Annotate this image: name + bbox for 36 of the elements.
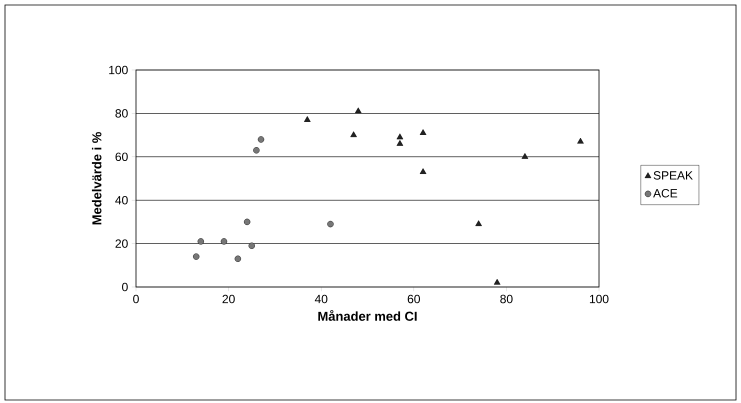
point <box>234 256 242 262</box>
x-tick-label: 0 <box>133 294 139 304</box>
point <box>244 218 250 226</box>
point <box>258 136 264 143</box>
point <box>198 238 204 245</box>
point <box>354 107 362 114</box>
point <box>253 147 260 154</box>
point <box>396 140 404 146</box>
y-tick-label: 100 <box>109 66 128 74</box>
legend-label: ACE <box>653 189 678 198</box>
point <box>475 220 482 226</box>
y-tick-label: 40 <box>115 196 128 204</box>
point <box>350 131 357 138</box>
point <box>192 253 200 260</box>
point <box>304 116 311 122</box>
legend-label: SPEAK <box>654 171 693 180</box>
x-tick-label: 60 <box>408 294 420 304</box>
x-tick-label: 80 <box>500 294 513 304</box>
x-tick-label: 100 <box>590 294 609 304</box>
point <box>420 168 426 174</box>
y-tick-label: 60 <box>116 152 128 162</box>
y-tick-label: 0 <box>122 282 128 292</box>
y-tick-label: 20 <box>116 239 128 248</box>
point <box>327 220 334 228</box>
y-axis-title: Medelvärde i % <box>92 132 102 224</box>
point <box>220 238 228 245</box>
x-tick-label: 40 <box>314 294 328 304</box>
x-tick-label: 20 <box>222 294 235 304</box>
y-tick-label: 80 <box>115 109 128 118</box>
point <box>522 153 528 159</box>
point <box>494 278 500 285</box>
x-axis-title: Månader med CI <box>318 310 417 321</box>
point <box>577 138 584 144</box>
point <box>420 129 426 135</box>
point <box>396 133 404 140</box>
point <box>248 242 255 249</box>
